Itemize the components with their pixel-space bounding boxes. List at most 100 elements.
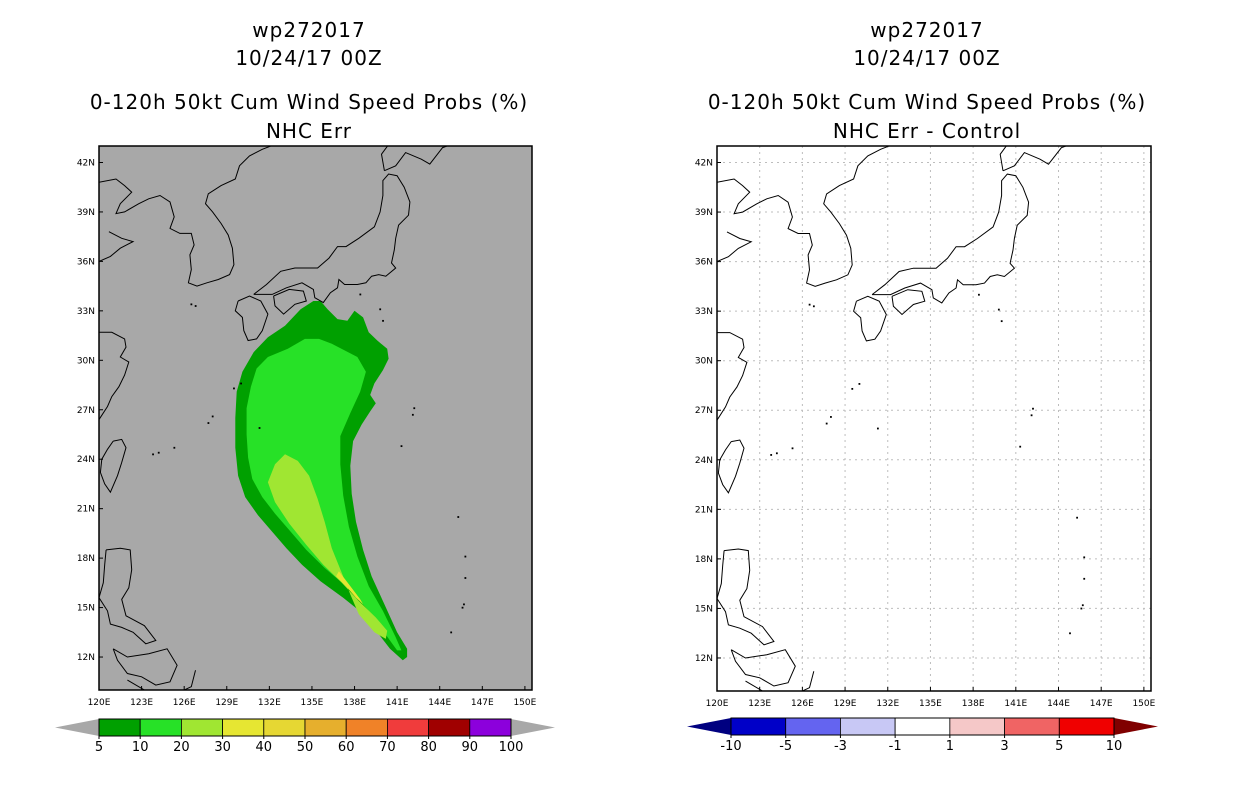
map-layer xyxy=(99,146,467,690)
coastline-10 xyxy=(380,146,449,172)
x-tick-label-144E: 144E xyxy=(1047,699,1070,709)
colorbar-swatch-3 xyxy=(222,718,265,737)
left-title-date: 10/24/17 00Z xyxy=(235,46,383,70)
y-tick-label-30N: 30N xyxy=(695,357,713,367)
right-title-date: 10/24/17 00Z xyxy=(853,46,1001,70)
island-17 xyxy=(997,308,1000,311)
y-tick-label-30N: 30N xyxy=(77,356,95,366)
y-tick-label-42N: 42N xyxy=(695,159,713,169)
island-12 xyxy=(1080,607,1083,610)
coastline-7 xyxy=(234,295,269,342)
colorbar-label-0: 5 xyxy=(95,740,103,755)
colorbar-extend-high xyxy=(511,719,555,736)
left-panel: wp272017 10/24/17 00Z 0-120h 50kt Cum Wi… xyxy=(55,18,555,755)
colorbar-label-6: 5 xyxy=(1055,739,1063,754)
colorbar-label-8: 80 xyxy=(420,740,437,755)
colorbar-swatch-6 xyxy=(345,718,388,737)
y-tick-label-36N: 36N xyxy=(695,258,713,268)
island-9 xyxy=(1030,414,1033,417)
island-13 xyxy=(450,631,453,634)
coastline-9 xyxy=(253,173,411,304)
left-title-storm: wp272017 xyxy=(252,18,366,42)
left-probability-map: 120E 123E 126E 129E 132E 135E 138E 141E 144E 147E… xyxy=(55,145,555,755)
colorbar-label-3: -1 xyxy=(889,739,902,754)
colorbar-label-2: 20 xyxy=(173,740,190,755)
island-7 xyxy=(1019,445,1022,448)
left-title-config: NHC Err xyxy=(265,119,353,143)
y-tick-label-39N: 39N xyxy=(77,208,95,218)
colorbar-swatch-8 xyxy=(428,718,471,737)
island-10 xyxy=(258,427,261,429)
colorbar-swatch-4 xyxy=(263,718,306,737)
y-tick-label-42N: 42N xyxy=(77,158,95,168)
colorbar-label-2: -3 xyxy=(834,739,847,754)
x-tick-label-150E: 150E xyxy=(513,698,536,708)
island-0 xyxy=(830,416,832,418)
island-15 xyxy=(1083,577,1086,580)
y-tick-label-33N: 33N xyxy=(695,307,713,317)
coastline-5 xyxy=(112,648,178,686)
island-2 xyxy=(851,387,854,390)
colorbar-label-9: 90 xyxy=(462,740,479,755)
y-tick-label-15N: 15N xyxy=(77,604,95,614)
colorbar-label-10: 100 xyxy=(499,740,524,755)
y-tick-label-24N: 24N xyxy=(77,455,95,465)
colorbar-extend-low xyxy=(687,718,731,735)
coastline-5 xyxy=(730,649,796,687)
colorbar-extend-low xyxy=(55,719,99,736)
map-frame xyxy=(716,145,1152,692)
island-9 xyxy=(411,413,414,416)
island-2 xyxy=(233,387,235,390)
y-tick-label-21N: 21N xyxy=(77,505,95,515)
map-frame xyxy=(98,145,533,691)
y-tick-label-33N: 33N xyxy=(77,307,95,317)
x-tick-label-120E: 120E xyxy=(706,699,729,709)
island-17 xyxy=(379,308,382,311)
coastline-1 xyxy=(99,231,135,262)
contour-20-30 xyxy=(267,454,388,639)
colorbar-label-5: 3 xyxy=(1000,739,1008,754)
island-16 xyxy=(1076,516,1079,519)
colorbar-swatch-1 xyxy=(785,717,841,736)
colorbar-label-0: -10 xyxy=(720,739,741,754)
coastline-7 xyxy=(853,295,887,342)
x-tick-label-123E: 123E xyxy=(748,699,771,709)
coastline-9 xyxy=(871,173,1030,304)
island-13 xyxy=(1069,632,1071,635)
x-tick-label-129E: 129E xyxy=(834,699,857,709)
colorbar-label-1: 10 xyxy=(132,740,149,755)
coastline-0 xyxy=(717,146,891,287)
island-12 xyxy=(461,606,464,609)
island-18 xyxy=(382,319,384,322)
x-tick-label-144E: 144E xyxy=(428,698,451,708)
x-tick-label-120E: 120E xyxy=(88,698,111,708)
coastline-1 xyxy=(717,231,753,263)
colorbar-label-4: 40 xyxy=(256,740,273,755)
x-tick-label-138E: 138E xyxy=(343,698,366,708)
island-4 xyxy=(157,451,160,454)
map-background xyxy=(717,146,1151,691)
colorbar-swatch-2 xyxy=(840,717,896,736)
x-tick-label-135E: 135E xyxy=(301,698,324,708)
island-6 xyxy=(152,453,154,456)
island-5 xyxy=(791,447,794,450)
contour-30-40 xyxy=(336,571,364,605)
x-tick-label-123E: 123E xyxy=(130,698,153,708)
y-tick-label-27N: 27N xyxy=(77,406,95,416)
coastline-2 xyxy=(99,331,130,420)
right-difference-map: 120E 123E 126E 129E 132E 135E 138E 141E 144E 147E… xyxy=(687,145,1158,754)
colorbar-swatch-5 xyxy=(1004,717,1060,736)
y-tick-label-24N: 24N xyxy=(695,456,713,466)
x-tick-label-141E: 141E xyxy=(386,698,409,708)
x-tick-label-132E: 132E xyxy=(258,698,281,708)
colorbar-swatch-2 xyxy=(180,718,223,737)
island-6 xyxy=(770,454,773,456)
colorbar-label-4: 1 xyxy=(946,739,954,754)
y-tick-label-12N: 12N xyxy=(77,653,95,663)
colorbar-label-1: -5 xyxy=(779,739,792,754)
island-1 xyxy=(207,422,210,424)
right-title-product: 0-120h 50kt Cum Wind Speed Probs (%) xyxy=(707,90,1147,114)
colorbar-frame xyxy=(730,717,1115,736)
coastline-0 xyxy=(99,146,273,287)
x-tick-label-126E: 126E xyxy=(173,698,196,708)
